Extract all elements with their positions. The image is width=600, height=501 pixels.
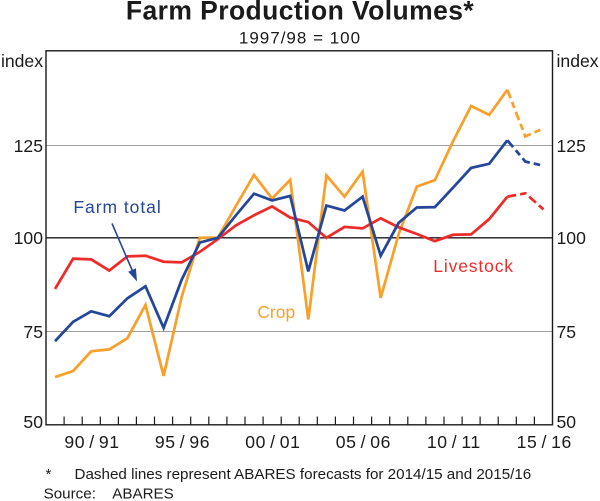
svg-text:1997/98 = 100: 1997/98 = 100 (239, 29, 361, 48)
svg-text:Farm Production Volumes*: Farm Production Volumes* (126, 0, 475, 25)
svg-text:Crop: Crop (257, 302, 295, 322)
svg-text:*: * (46, 466, 52, 483)
svg-text:125: 125 (14, 136, 44, 156)
svg-text:50: 50 (23, 412, 43, 432)
svg-text:ABARES: ABARES (112, 486, 174, 501)
svg-text:Farm total: Farm total (73, 197, 161, 217)
svg-text:index: index (1, 51, 43, 71)
svg-text:95 / 96: 95 / 96 (155, 432, 210, 452)
svg-text:100: 100 (557, 228, 587, 248)
svg-text:Source:: Source: (44, 486, 96, 501)
svg-text:10 / 11: 10 / 11 (427, 432, 481, 452)
svg-text:Dashed lines represent ABARES: Dashed lines represent ABARES forecasts … (75, 466, 532, 483)
svg-text:50: 50 (557, 412, 577, 432)
svg-text:05 / 06: 05 / 06 (336, 432, 391, 452)
svg-text:index: index (557, 51, 599, 71)
svg-text:100: 100 (14, 228, 44, 248)
svg-text:90 / 91: 90 / 91 (64, 432, 119, 452)
svg-text:Livestock: Livestock (433, 256, 514, 276)
svg-text:75: 75 (557, 322, 577, 342)
svg-text:15 / 16: 15 / 16 (517, 432, 572, 452)
svg-text:00 / 01: 00 / 01 (245, 432, 300, 452)
svg-text:75: 75 (23, 322, 43, 342)
svg-text:125: 125 (557, 136, 587, 156)
